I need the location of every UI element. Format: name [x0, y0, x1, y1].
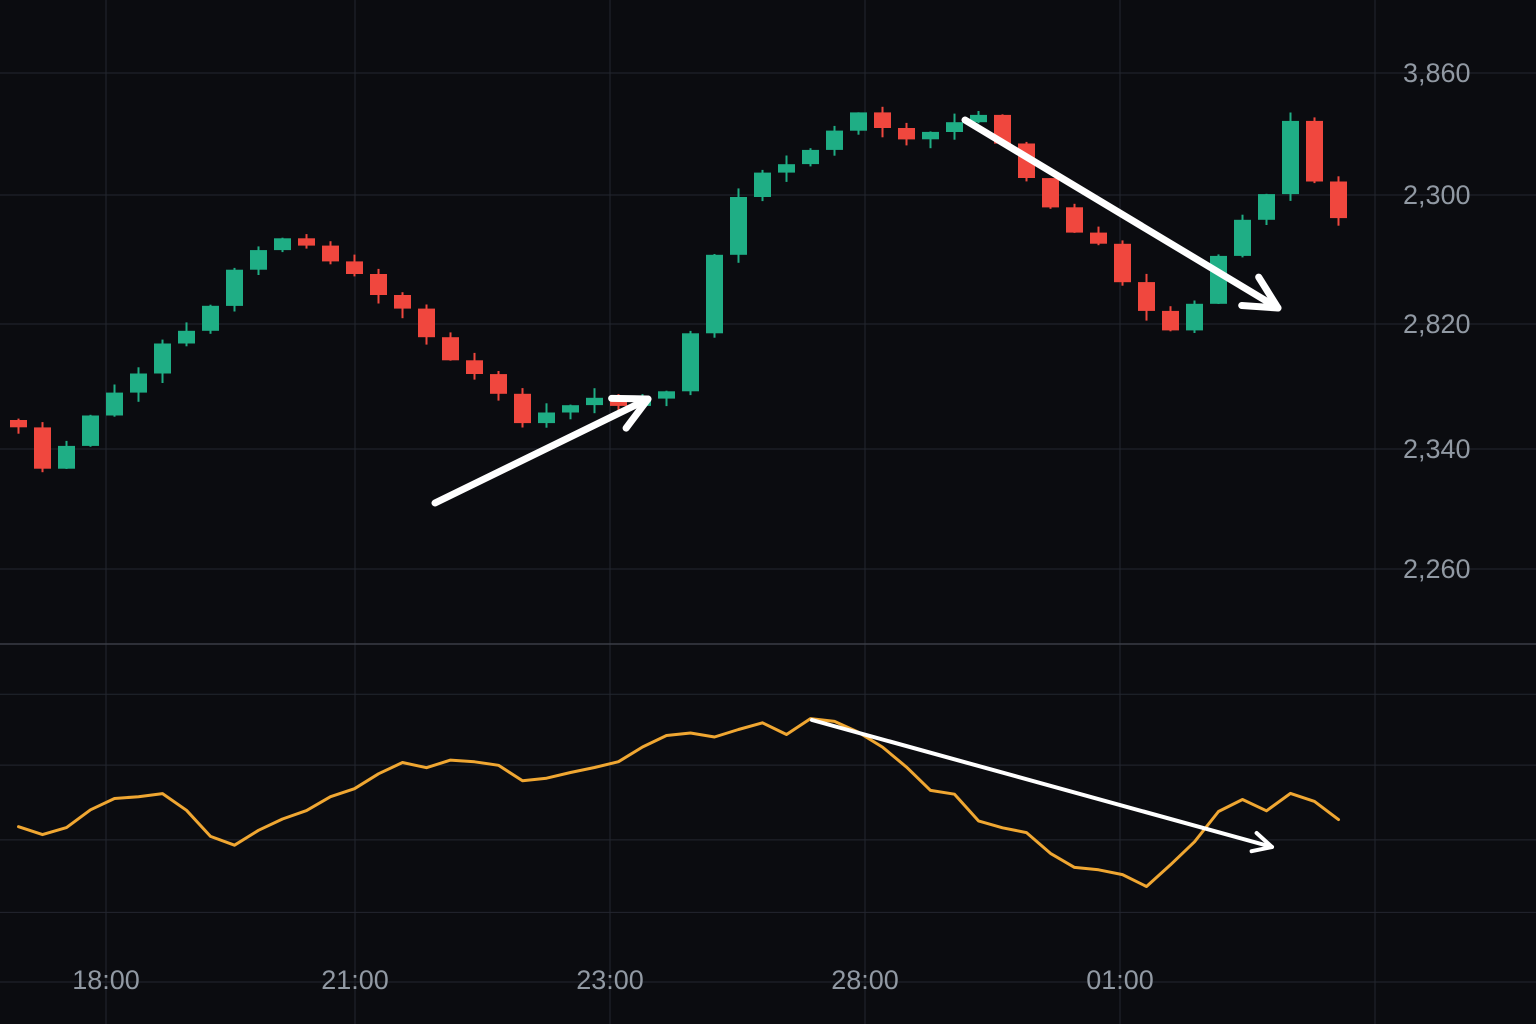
svg-text:01:00: 01:00 — [1086, 965, 1154, 995]
svg-text:18:00: 18:00 — [72, 965, 140, 995]
svg-text:21:00: 21:00 — [321, 965, 389, 995]
svg-text:28:00: 28:00 — [831, 965, 899, 995]
svg-text:3,860: 3,860 — [1403, 58, 1471, 88]
svg-text:2,340: 2,340 — [1403, 434, 1471, 464]
svg-text:2,300: 2,300 — [1403, 180, 1471, 210]
svg-text:2,820: 2,820 — [1403, 309, 1471, 339]
svg-text:2,260: 2,260 — [1403, 554, 1471, 584]
svg-text:23:00: 23:00 — [576, 965, 644, 995]
